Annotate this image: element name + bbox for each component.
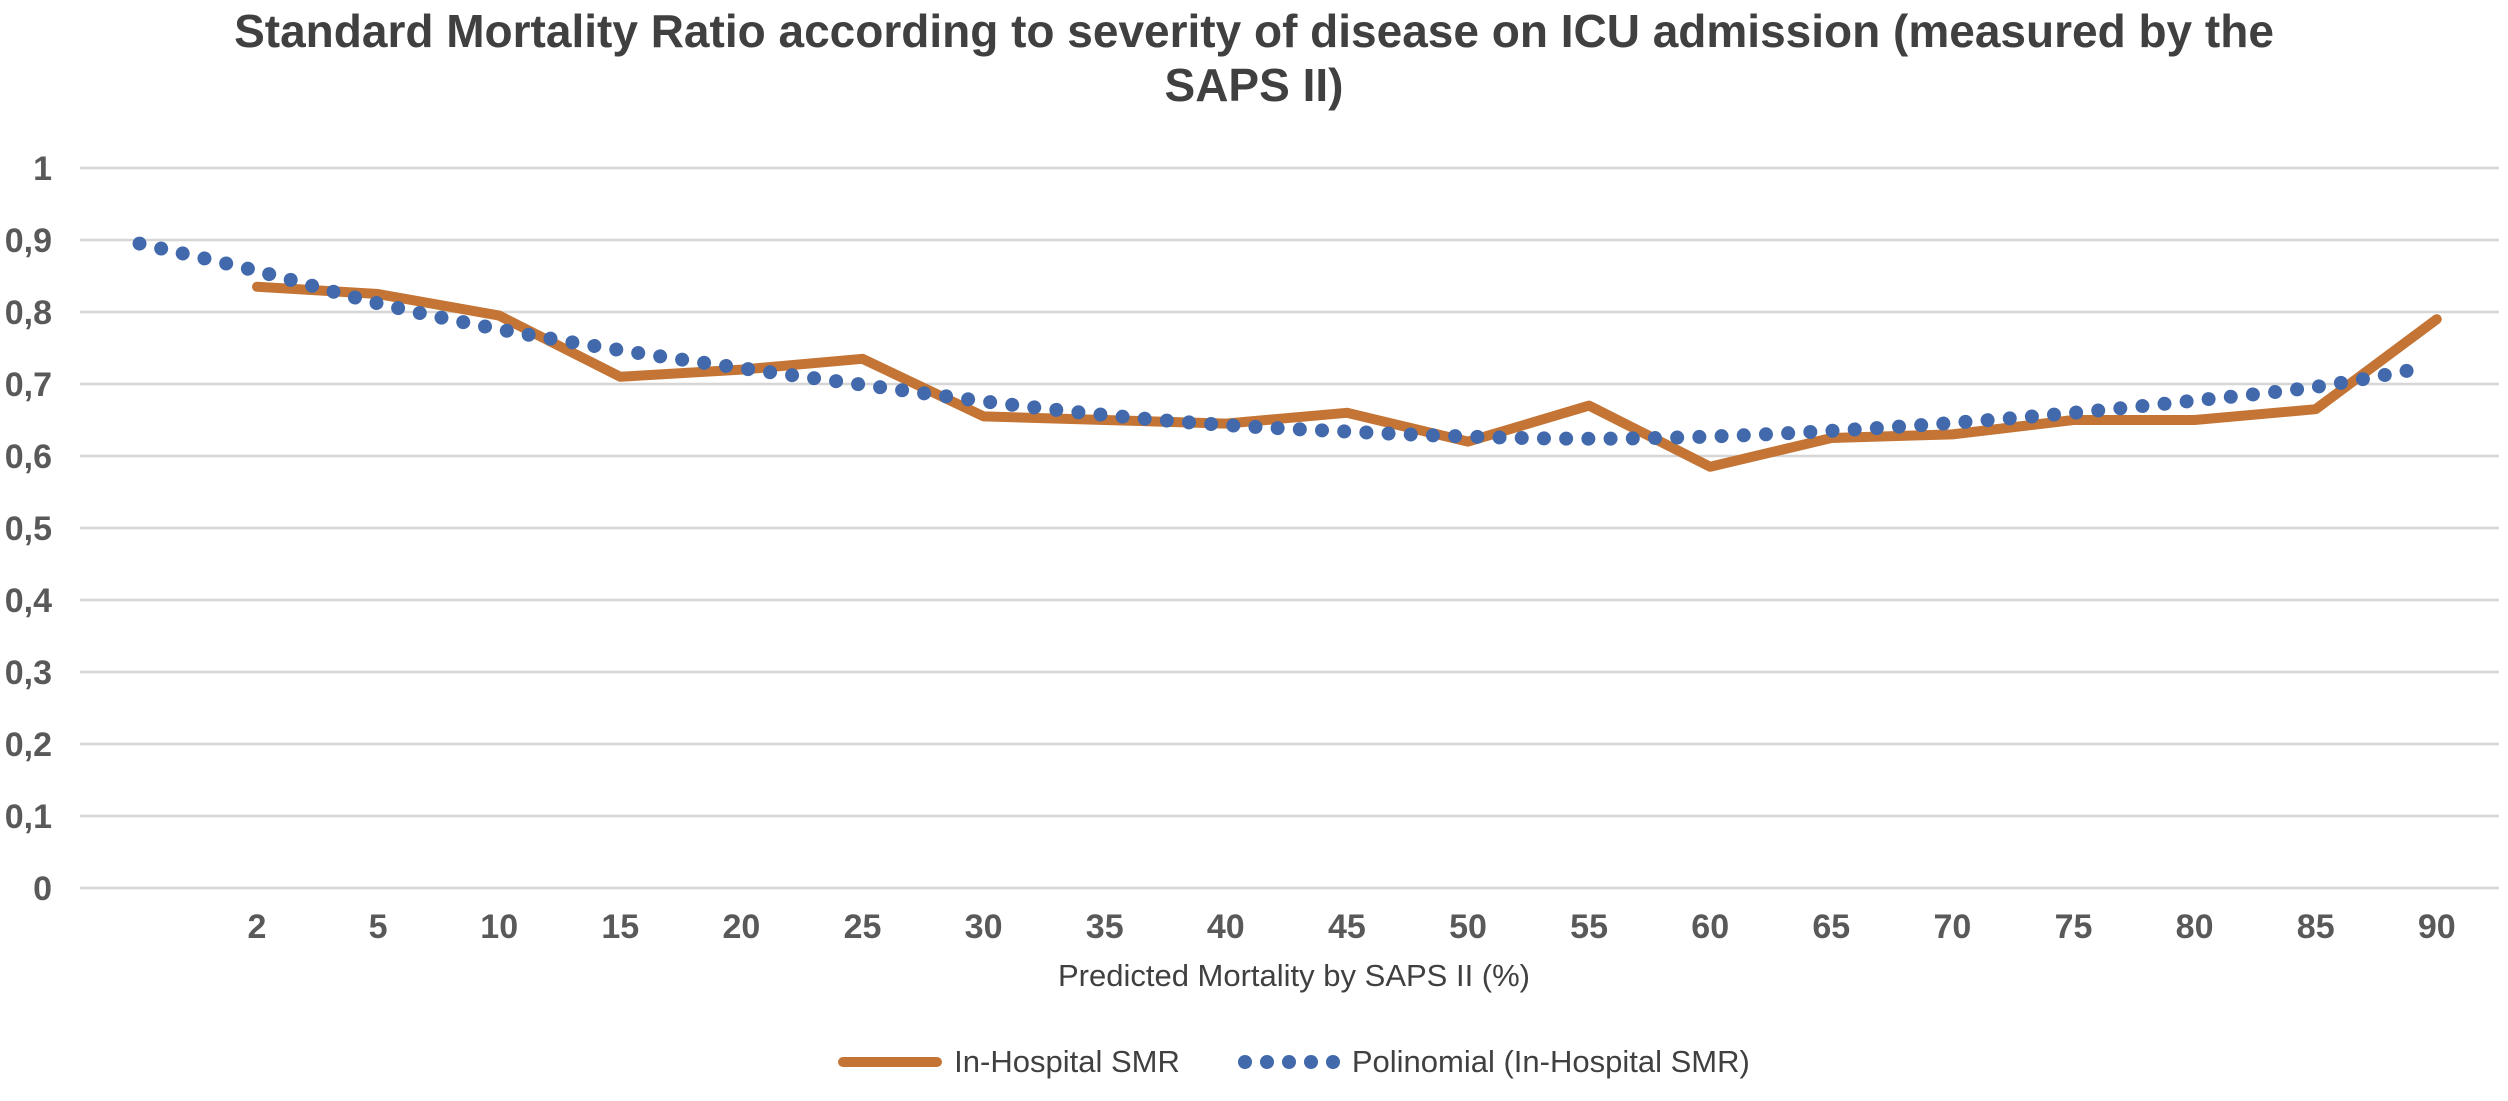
x-tick-label: 65 — [1812, 908, 1850, 946]
y-tick-label: 1 — [33, 150, 52, 188]
x-tick-label: 90 — [2418, 908, 2456, 946]
y-tick-label: 0,4 — [5, 582, 52, 620]
chart-title: Standard Mortality Ratio according to se… — [0, 4, 2508, 112]
y-tick-label: 0,9 — [5, 222, 52, 260]
trendline-dots-marker — [1237, 1055, 1340, 1069]
y-tick-label: 0,7 — [5, 366, 52, 404]
x-tick-label: 75 — [2055, 908, 2093, 946]
x-tick-label: 25 — [844, 908, 882, 946]
chart-title-line2: SAPS II) — [1164, 59, 1344, 111]
x-tick-label: 2 — [248, 908, 267, 946]
x-tick-label: 60 — [1691, 908, 1729, 946]
x-tick-label: 80 — [2176, 908, 2214, 946]
y-tick-label: 0,8 — [5, 294, 52, 332]
legend-label-smr: In-Hospital SMR — [954, 1044, 1180, 1079]
y-tick-label: 0,5 — [5, 510, 52, 548]
x-tick-label: 50 — [1449, 908, 1487, 946]
x-tick-label: 10 — [480, 908, 518, 946]
y-tick-label: 0,1 — [5, 798, 52, 836]
y-tick-label: 0,3 — [5, 654, 52, 692]
x-tick-label: 35 — [1086, 908, 1124, 946]
trendline-dots — [132, 236, 2425, 446]
x-axis-title: Predicted Mortality by SAPS II (%) — [1057, 958, 1531, 993]
x-tick-label: 40 — [1207, 908, 1245, 946]
x-tick-label: 15 — [601, 908, 639, 946]
x-tick-label: 20 — [722, 908, 760, 946]
x-tick-label: 55 — [1570, 908, 1608, 946]
y-tick-label: 0,6 — [5, 438, 52, 476]
legend-item-smr: In-Hospital SMR — [838, 1044, 1180, 1080]
chart-title-line1: Standard Mortality Ratio according to se… — [234, 5, 2274, 57]
x-tick-label: 85 — [2297, 908, 2335, 946]
legend-item-trendline: Polinomial (In-Hospital SMR) — [1237, 1044, 1750, 1080]
x-tick-label: 5 — [369, 908, 388, 946]
y-tick-label: 0,2 — [5, 726, 52, 764]
legend: In-Hospital SMR Polinomial (In-Hospital … — [90, 1044, 2498, 1080]
legend-label-trendline: Polinomial (In-Hospital SMR) — [1351, 1044, 1750, 1079]
smr-line — [252, 281, 2442, 472]
smr-line-marker — [838, 1057, 943, 1067]
y-tick-label: 0 — [33, 870, 52, 908]
x-tick-label: 70 — [1933, 908, 1971, 946]
x-tick-label: 30 — [965, 908, 1003, 946]
x-tick-label: 45 — [1328, 908, 1366, 946]
